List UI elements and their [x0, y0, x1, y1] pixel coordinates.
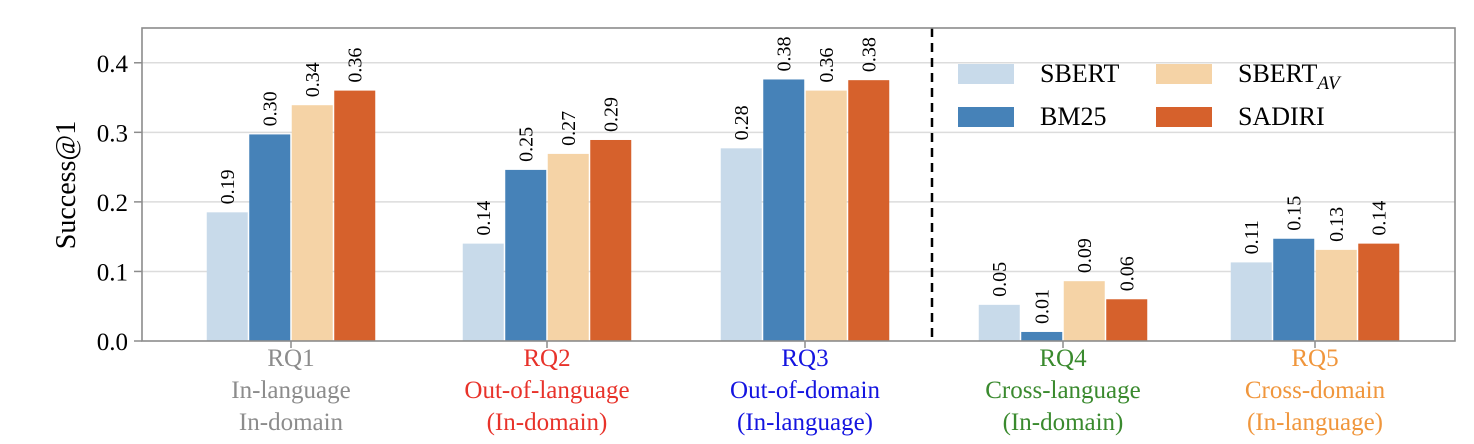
legend-swatch: [1156, 107, 1212, 127]
category-label: RQ4: [1039, 345, 1087, 372]
legend-swatch: [958, 64, 1014, 84]
bar: [334, 90, 376, 341]
data-labels: 0.19 0.14 0.28 0.05 0.11 0.30 0.25 0.38 0.01 0.15…: [217, 36, 1391, 323]
category-label: Cross-domain: [1245, 377, 1386, 404]
legend-label: SADIRI: [1238, 102, 1325, 131]
bar-value-label: 0.11: [1241, 220, 1263, 254]
bar-value-label: 0.15: [1284, 196, 1306, 231]
category-label: Out-of-language: [464, 377, 629, 404]
legend-label: BM25: [1040, 102, 1106, 131]
category-label: In-domain: [239, 409, 344, 436]
bar-value-label: 0.30: [260, 91, 282, 126]
legend-label-text: BM25: [1040, 102, 1106, 131]
bar-value-label: 0.38: [774, 36, 796, 71]
bar-value-label: 0.14: [473, 201, 495, 236]
bar-value-label: 0.28: [731, 105, 753, 140]
category-label: Out-of-domain: [730, 377, 880, 404]
category-label: RQ5: [1291, 345, 1338, 372]
bar: [848, 80, 890, 342]
bar: [291, 105, 333, 341]
category-label: (In-language): [1247, 409, 1383, 436]
bar-value-label: 0.38: [859, 37, 881, 72]
bar: [763, 79, 805, 342]
legend-label: SBERT: [1040, 59, 1119, 88]
bar: [249, 134, 291, 341]
bar-value-label: 0.25: [516, 127, 538, 162]
legend-label-subscript: AV: [1315, 73, 1342, 94]
plot-frame: [141, 27, 1456, 342]
category-label: In-language: [231, 377, 350, 404]
legend-label-text: SADIRI: [1238, 102, 1325, 131]
bar: [1063, 281, 1105, 341]
bar: [1315, 249, 1357, 341]
bar: [1021, 331, 1063, 341]
legend-swatch: [958, 107, 1014, 127]
bar-value-label: 0.14: [1369, 201, 1391, 236]
bar: [462, 243, 504, 341]
y-axis: 0.0 0.1 0.2 0.3 0.4: [97, 51, 142, 356]
bar-value-label: 0.05: [989, 262, 1011, 297]
bar: [206, 212, 248, 341]
bar-value-label: 0.06: [1117, 256, 1139, 291]
category-label: (In-domain): [487, 409, 608, 436]
bar-value-label: 0.34: [302, 62, 324, 97]
y-tick-label: 0.0: [97, 329, 128, 356]
bar-value-label: 0.36: [816, 48, 838, 83]
x-axis: RQ1 In-language In-domain RQ2 Out-of-languag…: [231, 341, 1386, 436]
category-label: RQ3: [781, 345, 828, 372]
legend-swatch: [1156, 64, 1212, 84]
category-label: (In-domain): [1003, 409, 1124, 436]
bar: [590, 139, 632, 341]
bar: [505, 169, 547, 341]
legend-label: SBERTAV: [1238, 59, 1342, 94]
bar: [547, 153, 589, 341]
bar-value-label: 0.09: [1074, 238, 1096, 273]
bar-value-label: 0.36: [345, 48, 367, 83]
legend-label-text: SBERT: [1238, 59, 1317, 88]
bar-value-label: 0.29: [601, 97, 623, 132]
category-label: (In-language): [737, 409, 873, 436]
y-tick-label: 0.1: [97, 259, 128, 286]
category-label: RQ2: [523, 345, 570, 372]
bar: [1358, 243, 1400, 341]
bar: [805, 90, 847, 341]
y-axis-label: Success@1: [51, 121, 82, 249]
y-tick-label: 0.3: [97, 120, 128, 147]
bar: [978, 304, 1020, 341]
bar-value-label: 0.19: [217, 169, 239, 204]
bar-value-label: 0.13: [1326, 207, 1348, 242]
bar: [1106, 299, 1148, 341]
bar-value-label: 0.27: [558, 111, 580, 146]
legend-label-text: SBERT: [1040, 59, 1119, 88]
y-tick-label: 0.2: [97, 190, 128, 217]
bar: [1230, 262, 1272, 341]
category-label: Cross-language: [985, 377, 1141, 404]
y-tick-label: 0.4: [97, 51, 129, 78]
bars: [206, 79, 1400, 342]
bar: [1273, 238, 1315, 341]
category-label: RQ1: [267, 345, 314, 372]
bar-value-label: 0.01: [1032, 289, 1054, 324]
bar: [720, 148, 762, 341]
